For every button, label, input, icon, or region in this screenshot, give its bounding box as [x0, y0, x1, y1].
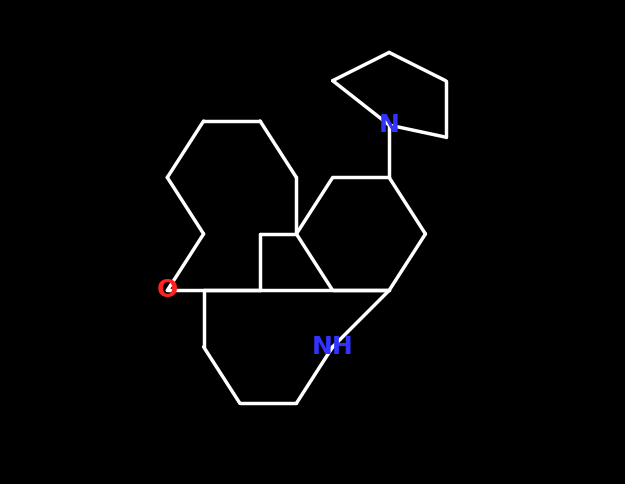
Text: O: O: [157, 278, 178, 302]
Text: NH: NH: [312, 335, 354, 359]
Text: N: N: [379, 113, 399, 137]
